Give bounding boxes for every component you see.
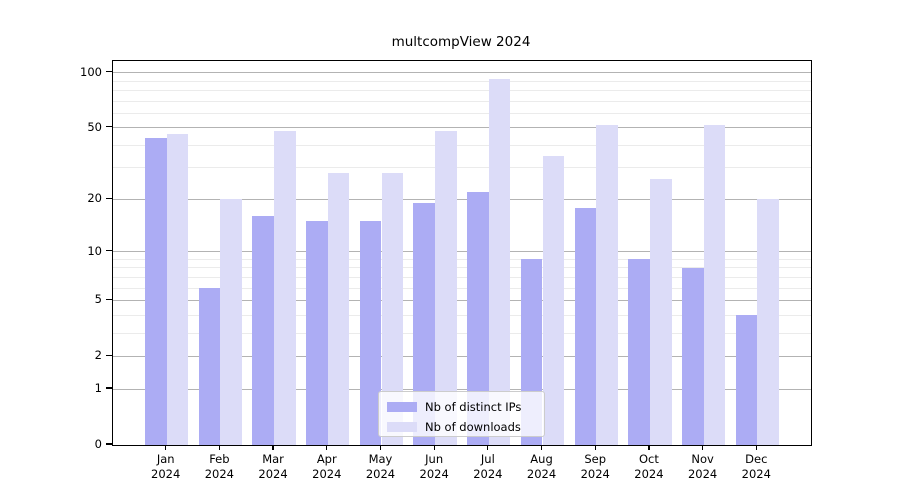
x-tick-label-dec: Dec 2024 [741, 452, 771, 481]
gridline-20 [113, 198, 811, 200]
bar-downloads-oct [649, 179, 672, 445]
legend-swatch-distinct-ips [387, 401, 417, 412]
bar-downloads-may [381, 173, 404, 445]
x-tick-label-jul: Jul 2024 [473, 452, 503, 481]
gridline-40 [113, 144, 811, 146]
legend-label-downloads: Nb of downloads [425, 419, 521, 434]
x-tick-label-apr: Apr 2024 [312, 452, 342, 481]
bar-downloads-aug [542, 155, 565, 445]
legend-item-downloads: Nb of downloads [387, 418, 536, 435]
y-tick-label-2: 2 [94, 348, 102, 363]
y-tick-mark-10 [106, 249, 112, 252]
bar-ips-mar [252, 216, 274, 445]
gridline-10 [113, 251, 811, 253]
legend-item-distinct-ips: Nb of distinct IPs [387, 398, 536, 415]
gridline-8 [113, 267, 811, 269]
y-tick-mark-1 [106, 387, 112, 389]
bar-downloads-jan [166, 134, 189, 445]
x-tick-mark-mar [272, 445, 274, 450]
gridline-30 [113, 167, 811, 169]
bar-ips-oct [628, 259, 650, 445]
gridline-1 [113, 388, 811, 390]
bar-ips-apr [306, 221, 328, 445]
x-tick-mark-dec [755, 445, 757, 450]
gridline-80 [113, 90, 811, 92]
bar-downloads-jun [435, 131, 457, 445]
x-tick-label-may: May 2024 [365, 452, 396, 481]
gridline-3 [113, 332, 811, 334]
gridline-7 [113, 276, 811, 278]
y-tick-mark-20 [106, 197, 112, 199]
bar-ips-jun [413, 203, 436, 445]
y-tick-mark-50 [106, 126, 112, 128]
gridline-60 [113, 112, 811, 114]
gridline-2 [113, 355, 811, 357]
y-tick-label-20: 20 [87, 191, 102, 206]
bar-ips-feb [198, 288, 221, 445]
legend-swatch-downloads [387, 421, 417, 432]
gridline-5 [113, 299, 811, 301]
x-tick-mark-feb [218, 445, 220, 450]
gridline-50 [113, 127, 811, 129]
x-tick-label-oct: Oct 2024 [634, 452, 664, 481]
x-tick-label-aug: Aug 2024 [526, 452, 557, 481]
legend: Nb of distinct IPs Nb of downloads [378, 391, 545, 437]
bar-downloads-mar [274, 131, 296, 445]
x-tick-mark-apr [326, 445, 328, 450]
y-tick-label-0: 0 [94, 437, 102, 451]
bar-downloads-dec [757, 199, 779, 445]
x-tick-mark-aug [540, 445, 543, 450]
bar-downloads-nov [703, 124, 726, 445]
x-tick-mark-nov [702, 445, 704, 450]
x-tick-label-feb: Feb 2024 [204, 452, 235, 481]
y-tick-mark-100 [106, 71, 112, 73]
y-tick-label-1: 1 [94, 381, 102, 396]
bar-ips-jul [467, 192, 489, 445]
gridline-70 [113, 100, 811, 102]
gridline-100 [113, 72, 811, 74]
x-tick-mark-jul [487, 445, 489, 450]
y-tick-label-10: 10 [87, 243, 102, 258]
x-tick-label-jan: Jan 2024 [151, 452, 181, 481]
gridline-4 [113, 314, 811, 316]
y-tick-mark-0 [106, 443, 112, 445]
x-tick-label-sep: Sep 2024 [580, 452, 610, 481]
gridline-9 [113, 258, 811, 260]
y-tick-label-5: 5 [94, 292, 102, 307]
bar-downloads-feb [220, 199, 243, 445]
gridline-90 [113, 80, 811, 82]
bar-ips-nov [681, 267, 704, 445]
x-tick-mark-sep [594, 445, 596, 450]
y-tick-label-100: 100 [80, 64, 102, 79]
legend-label-distinct-ips: Nb of distinct IPs [425, 399, 522, 414]
plot-area [112, 60, 812, 446]
x-tick-label-mar: Mar 2024 [258, 452, 288, 481]
x-tick-mark-jan [165, 445, 167, 450]
bar-ips-dec [735, 315, 758, 445]
bar-ips-jan [144, 137, 167, 445]
bar-downloads-sep [596, 124, 618, 445]
x-tick-label-jun: Jun 2024 [419, 452, 449, 481]
gridline-6 [113, 287, 811, 289]
x-tick-mark-may [379, 445, 382, 450]
bar-downloads-jul [488, 78, 511, 445]
x-tick-label-nov: Nov 2024 [687, 452, 718, 481]
bar-downloads-apr [327, 173, 350, 445]
x-tick-mark-jun [433, 445, 435, 450]
x-tick-mark-oct [648, 445, 650, 450]
chart-title: multcompView 2024 [391, 34, 531, 50]
bar-ips-sep [574, 207, 597, 445]
bar-ips-may [359, 221, 382, 445]
y-tick-mark-2 [106, 354, 112, 356]
y-tick-label-50: 50 [87, 119, 102, 134]
y-tick-mark-5 [106, 298, 112, 301]
